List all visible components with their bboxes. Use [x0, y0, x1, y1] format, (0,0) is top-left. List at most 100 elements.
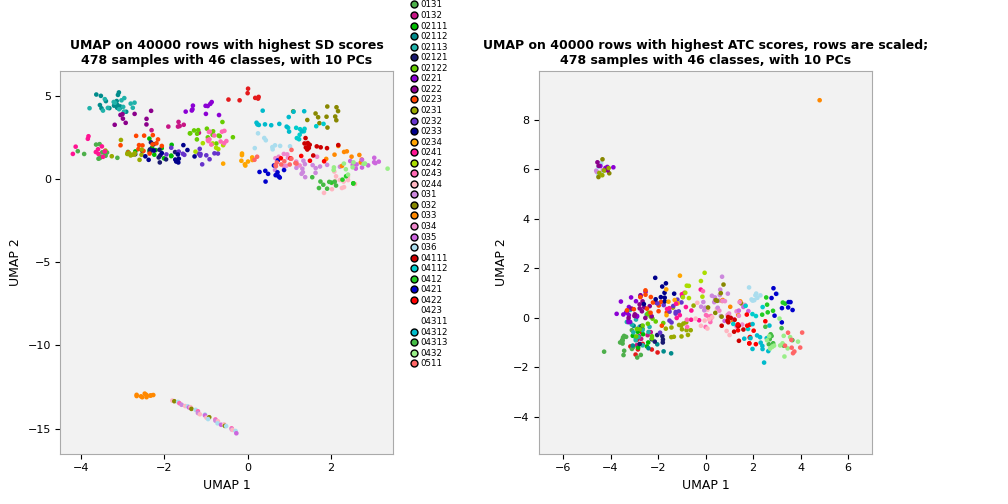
- Point: [193, 150, 209, 158]
- Point: [138, 393, 154, 401]
- Point: [177, 107, 194, 115]
- Point: [203, 100, 219, 108]
- Point: [276, 157, 292, 165]
- Point: [113, 111, 129, 119]
- Point: [624, 343, 640, 351]
- Point: [280, 154, 296, 162]
- Point: [734, 321, 750, 329]
- Point: [330, 107, 346, 115]
- Point: [118, 119, 134, 127]
- Point: [201, 137, 217, 145]
- Point: [175, 121, 192, 129]
- Point: [187, 406, 204, 414]
- Point: [709, 305, 725, 313]
- Point: [649, 331, 665, 339]
- Point: [95, 153, 111, 161]
- Point: [167, 148, 183, 156]
- Point: [670, 307, 686, 316]
- Point: [640, 338, 656, 346]
- Point: [360, 161, 376, 169]
- Point: [131, 141, 147, 149]
- Point: [171, 122, 187, 130]
- Point: [647, 295, 663, 303]
- Point: [766, 342, 782, 350]
- Point: [127, 149, 143, 157]
- Point: [673, 322, 689, 330]
- Point: [774, 304, 790, 312]
- Point: [600, 166, 616, 174]
- Point: [623, 293, 639, 301]
- Point: [651, 301, 667, 309]
- Point: [654, 332, 670, 340]
- Point: [299, 116, 316, 124]
- Point: [624, 304, 640, 312]
- Point: [304, 173, 321, 181]
- Point: [659, 305, 675, 313]
- Point: [692, 286, 709, 294]
- Point: [674, 292, 690, 300]
- Point: [630, 345, 646, 353]
- Point: [256, 134, 272, 142]
- Point: [272, 173, 288, 181]
- Point: [715, 297, 731, 305]
- Point: [653, 298, 669, 306]
- Point: [354, 156, 370, 164]
- Point: [763, 332, 779, 340]
- Point: [643, 293, 659, 301]
- Point: [221, 96, 237, 104]
- Point: [726, 315, 742, 323]
- Point: [595, 155, 611, 163]
- Point: [287, 159, 303, 167]
- Point: [621, 303, 637, 311]
- Point: [625, 328, 641, 336]
- Point: [160, 122, 176, 131]
- Point: [353, 158, 369, 166]
- Point: [111, 88, 127, 96]
- Point: [644, 335, 660, 343]
- Point: [626, 312, 642, 320]
- Point: [163, 152, 179, 160]
- Point: [190, 407, 206, 415]
- Point: [199, 414, 215, 422]
- Point: [633, 328, 649, 336]
- Point: [328, 172, 344, 180]
- Point: [97, 148, 113, 156]
- Point: [250, 95, 266, 103]
- Point: [742, 334, 758, 342]
- Point: [307, 169, 324, 177]
- Point: [269, 158, 285, 166]
- Point: [705, 313, 721, 322]
- Point: [639, 304, 655, 312]
- Point: [637, 291, 653, 299]
- Point: [342, 157, 358, 165]
- Point: [327, 151, 343, 159]
- Point: [619, 308, 635, 317]
- Point: [731, 337, 747, 345]
- Point: [685, 301, 702, 309]
- Point: [715, 296, 731, 304]
- Point: [208, 144, 224, 152]
- Point: [774, 339, 790, 347]
- Point: [257, 177, 273, 185]
- Point: [593, 159, 609, 167]
- Point: [345, 163, 361, 171]
- Point: [115, 103, 131, 111]
- Point: [635, 341, 651, 349]
- Point: [115, 110, 131, 118]
- Point: [698, 311, 714, 319]
- Point: [655, 339, 671, 347]
- Point: [339, 147, 355, 155]
- Point: [106, 102, 122, 110]
- Point: [179, 146, 196, 154]
- Point: [627, 310, 643, 319]
- Point: [320, 123, 336, 132]
- Point: [237, 162, 253, 170]
- Point: [588, 167, 604, 175]
- Point: [675, 293, 691, 301]
- Point: [712, 286, 728, 294]
- Point: [668, 300, 684, 308]
- Point: [199, 151, 215, 159]
- Point: [304, 161, 321, 169]
- Point: [129, 391, 145, 399]
- Point: [295, 157, 311, 165]
